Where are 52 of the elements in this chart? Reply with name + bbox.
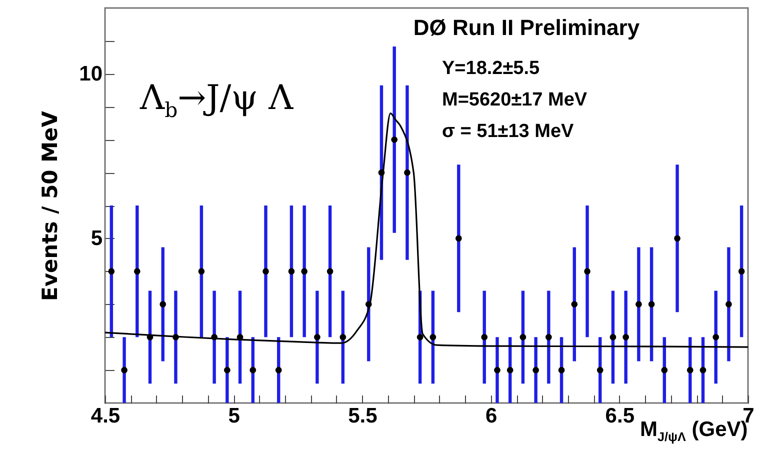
point (712, 334, 720, 340)
x-tick-label: 5 (228, 404, 240, 428)
point (700, 366, 706, 374)
point (160, 301, 166, 308)
point (546, 334, 552, 340)
annotation: M=5620±17 MeV (442, 90, 588, 110)
point (726, 301, 732, 308)
point (301, 268, 308, 274)
chart-title: DØ Run II Preliminary (413, 15, 640, 40)
point (610, 334, 616, 340)
point (134, 268, 140, 274)
point (636, 301, 642, 308)
point (648, 301, 655, 308)
point (596, 366, 604, 374)
point (571, 301, 578, 308)
point (494, 366, 500, 374)
point (430, 334, 436, 340)
point (416, 334, 424, 340)
point (288, 268, 295, 274)
point (262, 268, 269, 274)
point (455, 235, 462, 242)
point (326, 268, 334, 274)
point (250, 366, 256, 374)
annotation: Λ$_{b}$→J/ψ Λ (140, 78, 294, 122)
point (622, 334, 629, 340)
point (340, 334, 346, 340)
point (481, 334, 488, 340)
point (198, 268, 205, 274)
point (404, 169, 410, 176)
point (584, 268, 590, 274)
point (314, 334, 320, 340)
point (674, 235, 680, 242)
point (391, 136, 398, 143)
y-tick-label: 10 (79, 62, 102, 86)
x-tick-label: 6 (485, 404, 498, 428)
point (686, 366, 694, 374)
point (558, 366, 565, 374)
point (224, 366, 230, 374)
annotation: σ = 51±13 MeV (442, 121, 574, 142)
point (506, 366, 514, 374)
y-axis-title: Events / 50 MeV (38, 110, 62, 301)
annotation: Y=18.2±5.5 (442, 58, 540, 79)
point (121, 366, 128, 374)
point (661, 366, 668, 374)
point (108, 268, 115, 274)
point (532, 366, 539, 374)
x-tick-label: 5.5 (348, 404, 378, 428)
x-tick-label: 6.5 (605, 404, 635, 428)
x-tick-label: 4.5 (90, 404, 120, 428)
point (520, 334, 526, 340)
point (275, 366, 282, 374)
point (738, 268, 745, 274)
